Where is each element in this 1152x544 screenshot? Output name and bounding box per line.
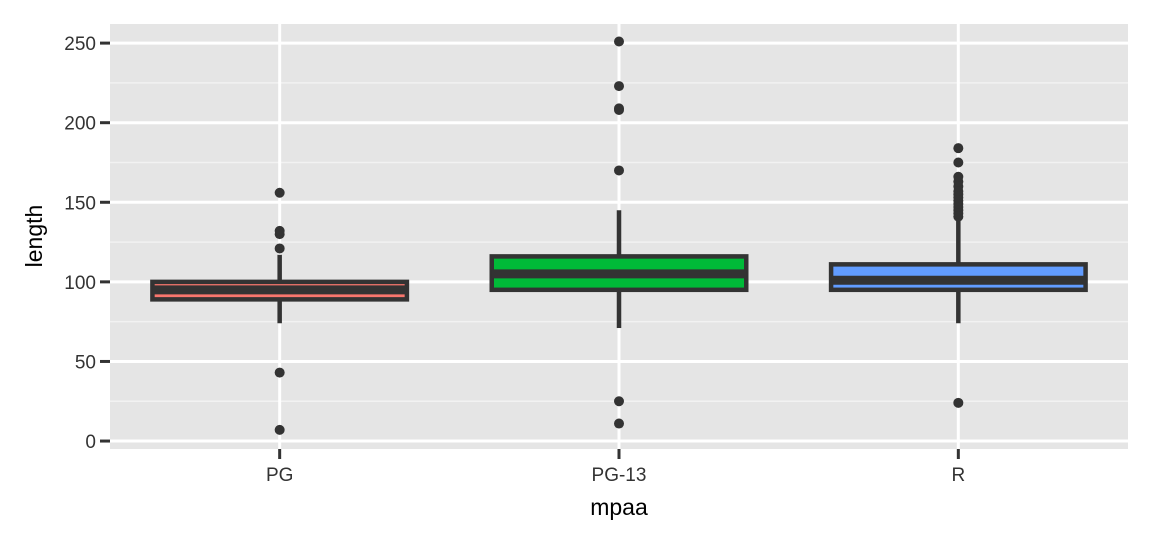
y-tick-label: 0 <box>85 432 96 453</box>
outlier-point <box>614 103 624 114</box>
y-tick-label: 150 <box>64 193 96 214</box>
outlier-point <box>614 396 624 407</box>
outlier-point <box>614 81 624 92</box>
boxes <box>150 36 1088 435</box>
outlier-point <box>953 397 964 408</box>
box-r <box>828 143 1088 408</box>
outlier-point <box>953 143 964 154</box>
outlier-point <box>274 243 285 254</box>
outlier-point <box>614 36 624 47</box>
outlier-point <box>953 171 964 182</box>
outlier-point <box>274 187 285 198</box>
outlier-point <box>614 418 624 429</box>
outlier-point <box>953 157 964 168</box>
outlier-point <box>274 367 285 378</box>
box-pg-13 <box>489 36 749 429</box>
axes: 0 50 100 150 200 250 PG PG-13 R <box>64 34 965 486</box>
y-tick-label: 200 <box>64 114 96 135</box>
outlier-point <box>274 225 285 236</box>
y-tick-label: 50 <box>75 352 96 373</box>
y-axis-title: length <box>21 205 47 268</box>
outlier-point <box>614 165 624 176</box>
x-tick-label: PG-13 <box>592 465 647 486</box>
outlier-point <box>274 424 285 435</box>
y-tick-label: 250 <box>64 34 96 55</box>
box-pg <box>150 187 410 435</box>
x-tick-label: R <box>951 465 965 486</box>
x-axis-title: mpaa <box>590 494 648 520</box>
y-tick-label: 100 <box>64 273 96 294</box>
x-tick-label: PG <box>266 465 293 486</box>
